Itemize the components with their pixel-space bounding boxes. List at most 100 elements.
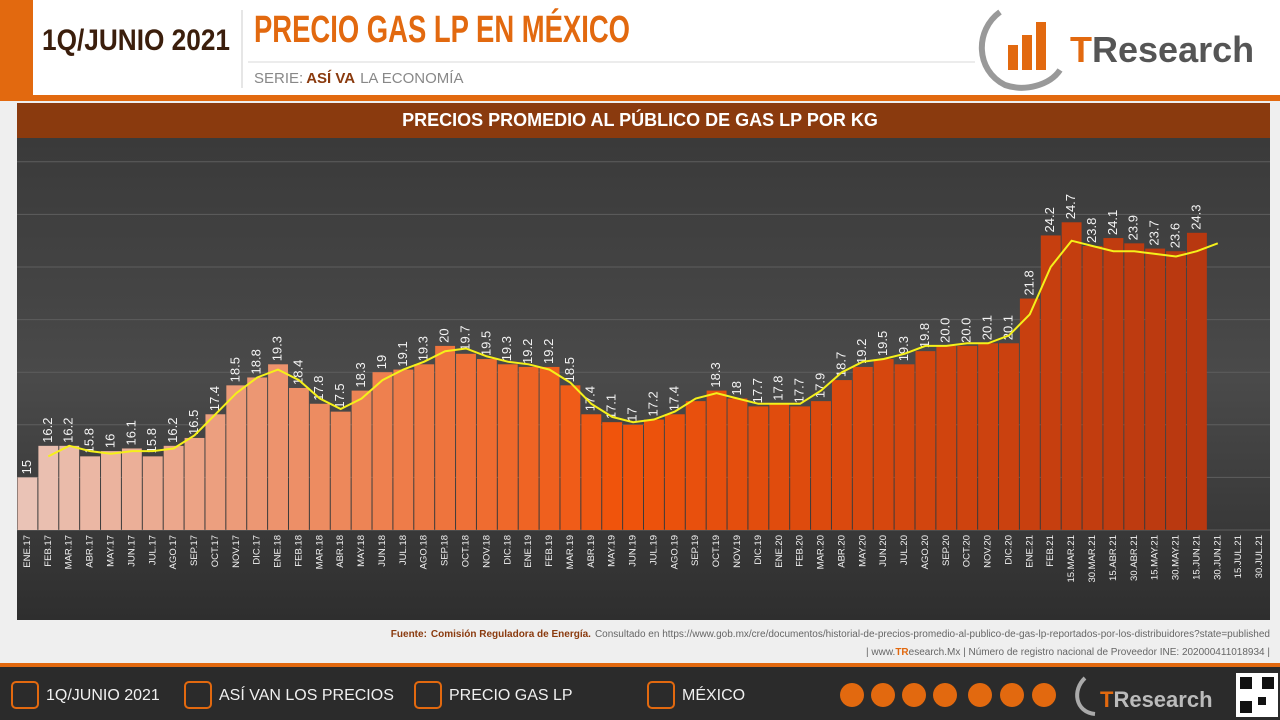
icon-phone[interactable] — [871, 683, 895, 707]
value-label: 18.5 — [562, 357, 577, 382]
x-tick-label: AGO.20 — [920, 535, 931, 569]
bar — [121, 448, 142, 530]
x-tick-label: FEB.18 — [293, 535, 304, 567]
bar — [915, 351, 936, 530]
bar — [560, 385, 581, 530]
x-tick-label: JUL.17 — [147, 535, 158, 565]
bar — [999, 343, 1019, 530]
x-tick-label: NOV.18 — [481, 535, 492, 568]
bar — [602, 422, 623, 530]
value-label: 17 — [624, 407, 639, 421]
qr-block — [1240, 701, 1252, 713]
x-tick-label: OCT.17 — [210, 535, 221, 567]
logo-swoosh — [978, 9, 1063, 91]
bar — [184, 437, 205, 530]
bar — [38, 445, 59, 530]
bar — [769, 403, 790, 530]
x-tick-label: 30.MAR.21 — [1087, 535, 1098, 583]
bar — [351, 390, 372, 530]
value-label: 16.2 — [165, 418, 180, 443]
x-tick-label: NOV.20 — [983, 535, 994, 568]
source-line: Fuente: Comisión Reguladora de Energía. Co… — [391, 629, 1270, 640]
value-label: 15.8 — [82, 428, 97, 453]
bar — [1186, 232, 1207, 530]
bar — [706, 390, 727, 530]
value-label: 16.2 — [61, 418, 76, 443]
value-label: 16.1 — [123, 420, 138, 445]
icon-facebook[interactable] — [968, 683, 992, 707]
x-tick-label: DIC.19 — [753, 535, 764, 565]
source-label: Fuente: — [391, 629, 427, 640]
bar — [163, 445, 184, 530]
value-label: 24.7 — [1063, 194, 1078, 219]
value-label: 18.5 — [228, 357, 243, 382]
x-tick-label: OCT.18 — [461, 535, 472, 567]
value-label: 18.3 — [353, 362, 368, 387]
value-label: 19 — [374, 355, 389, 369]
bar — [623, 424, 643, 530]
footer-logo-t: T — [1100, 687, 1114, 712]
value-label: 20.0 — [959, 318, 974, 343]
x-tick-label: DIC.20 — [1003, 535, 1014, 565]
x-tick-label: 15.JUL.21 — [1233, 535, 1244, 578]
bar — [372, 372, 393, 530]
value-label: 19.7 — [457, 325, 472, 350]
series-name: ASÍ VA — [306, 70, 355, 87]
x-tick-label: SEP.20 — [941, 535, 952, 566]
qr-block — [1258, 697, 1266, 705]
bar — [101, 451, 121, 530]
bar — [1040, 235, 1061, 530]
footer-logo-rest: Research — [1113, 687, 1212, 712]
value-label: 17.7 — [750, 378, 765, 403]
bar — [142, 456, 163, 530]
logo-bar — [1008, 45, 1018, 70]
x-tick-label: JUL.18 — [398, 535, 409, 565]
bar — [393, 369, 414, 530]
value-label: 24.2 — [1042, 207, 1057, 232]
x-tick-label: NOV.17 — [231, 535, 242, 568]
x-tick-label: MAR.19 — [565, 535, 576, 569]
x-tick-label: 30.MAY.21 — [1171, 535, 1182, 580]
x-tick-label: 15.JUN.21 — [1191, 535, 1202, 580]
bar — [685, 401, 706, 530]
value-label: 17.9 — [812, 373, 827, 398]
value-label: 19.2 — [541, 339, 556, 364]
icon-web[interactable] — [840, 683, 864, 707]
series-label: SERIE: — [254, 70, 303, 87]
bar — [205, 414, 226, 530]
x-tick-label: JUN.20 — [878, 535, 889, 567]
value-label: 17.8 — [771, 375, 786, 400]
bar — [978, 343, 999, 530]
bar — [59, 445, 80, 530]
icon-mail[interactable] — [902, 683, 926, 707]
x-tick-label: 30.JUL.21 — [1254, 535, 1265, 578]
icon-youtube[interactable] — [1032, 683, 1056, 707]
value-label: 17.5 — [332, 383, 347, 408]
x-tick-label: 15.ABR.21 — [1108, 535, 1119, 581]
value-label: 23.9 — [1126, 215, 1141, 240]
chart-title-band — [17, 103, 1270, 138]
x-tick-label: 30.JUN.21 — [1212, 535, 1223, 580]
x-tick-label: ENE.21 — [1024, 535, 1035, 568]
value-label: 19.5 — [875, 331, 890, 356]
value-label: 24.3 — [1188, 204, 1203, 229]
x-tick-label: MAY.18 — [356, 535, 367, 567]
icon-twitter[interactable] — [933, 683, 957, 707]
footer-item: MÉXICO — [682, 685, 745, 704]
footer-logo-swoosh — [1075, 676, 1096, 716]
logo: TResearch — [978, 9, 1254, 91]
x-tick-label: 30.ABR.21 — [1129, 535, 1140, 581]
bar — [957, 345, 978, 530]
header-title: PRECIO GAS LP EN MÉXICO — [254, 7, 630, 51]
x-tick-label: ABR.17 — [85, 535, 96, 568]
icon-linkedin[interactable] — [1000, 683, 1024, 707]
series-rest: LA ECONOMÍA — [360, 70, 463, 87]
qr-block — [1262, 677, 1274, 689]
bar — [790, 406, 811, 530]
x-tick-label: JUL.19 — [648, 535, 659, 565]
x-tick-label: ENE.20 — [774, 535, 785, 568]
value-label: 19.1 — [395, 341, 410, 366]
bar — [80, 456, 101, 530]
registry-c: esearch.Mx | Número de registro nacional… — [909, 647, 1270, 658]
x-tick-label: FEB.19 — [544, 535, 555, 567]
